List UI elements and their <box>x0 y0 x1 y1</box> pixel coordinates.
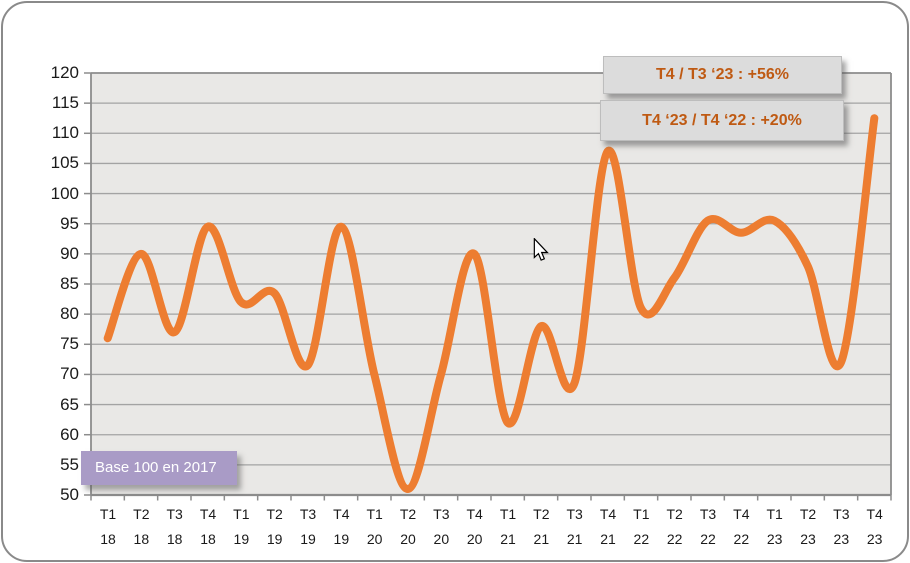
y-axis-tick-label: 55 <box>60 454 79 474</box>
year-label: 20 <box>400 531 416 547</box>
quarter-label: T4 <box>733 506 750 522</box>
x-axis-tick-label: T2 22 <box>658 505 692 549</box>
year-label: 18 <box>166 531 183 547</box>
year-label: 22 <box>633 531 650 547</box>
x-axis-tick-label: T3 18 <box>158 505 192 549</box>
y-axis-tick-label: 95 <box>60 213 79 233</box>
x-axis-tick-label: T3 21 <box>558 505 592 549</box>
year-label: 20 <box>366 531 383 547</box>
x-axis-tick-label: T1 18 <box>91 505 125 549</box>
x-axis-tick-label: T4 18 <box>191 505 225 549</box>
year-label: 18 <box>100 531 116 547</box>
quarter-label: T1 <box>633 506 650 522</box>
x-axis-tick-label: T4 20 <box>458 505 492 549</box>
year-label: 21 <box>500 531 516 547</box>
quarter-label: T3 <box>299 506 317 522</box>
year-label: 22 <box>700 531 716 547</box>
y-axis-tick-label: 90 <box>60 243 79 263</box>
x-axis-tick-label: T1 22 <box>624 505 658 549</box>
y-axis-tick-label: 50 <box>60 485 79 504</box>
quarter-label: T4 <box>599 506 617 522</box>
quarter-label: T1 <box>366 506 383 522</box>
year-label: 23 <box>833 531 850 547</box>
x-axis-tick-label: T2 20 <box>391 505 425 549</box>
base-index-text: Base 100 en 2017 <box>95 459 217 476</box>
plot-area <box>84 72 892 501</box>
year-label: 20 <box>433 531 450 547</box>
annotation-text: T4 ‘23 / T4 ‘22 : +20% <box>642 111 802 129</box>
quarter-label: T3 <box>166 506 183 522</box>
y-axis-tick-label: 100 <box>50 183 79 203</box>
quarter-label: T3 <box>833 506 850 522</box>
quarter-label: T3 <box>433 506 450 522</box>
quarter-label: T4 <box>466 506 483 522</box>
quarter-label: T1 <box>766 506 783 522</box>
x-axis-tick-label: T2 18 <box>124 505 158 549</box>
quarter-label: T3 <box>699 506 717 522</box>
quarter-label: T1 <box>99 506 117 522</box>
year-label: 20 <box>466 531 483 547</box>
year-label: 18 <box>200 531 216 547</box>
annotation-text: T4 / T3 ‘23 : +56% <box>656 66 789 83</box>
year-label: 19 <box>300 531 316 547</box>
y-axis-tick-label: 115 <box>51 93 79 113</box>
y-axis-tick-label: 60 <box>60 424 79 444</box>
quarter-label: T2 <box>533 506 550 522</box>
x-axis-tick-label: T4 23 <box>858 505 892 549</box>
year-label: 21 <box>533 531 550 547</box>
y-axis-tick-label: 75 <box>60 334 79 354</box>
y-axis-tick-label: 65 <box>60 394 79 414</box>
x-axis-tick-label: T2 19 <box>258 505 292 549</box>
quarter-label: T4 <box>333 506 350 522</box>
quarter-label: T2 <box>266 506 283 522</box>
growth-annotation-quarter-over-quarter: T4 / T3 ‘23 : +56% <box>603 56 842 94</box>
quarter-label: T1 <box>499 506 517 522</box>
quarter-label: T3 <box>566 506 583 522</box>
x-axis-tick-label: T1 23 <box>758 505 792 549</box>
x-axis-tick-label: T2 23 <box>791 505 825 549</box>
quarter-label: T2 <box>133 506 150 522</box>
year-label: 21 <box>600 531 616 547</box>
quarter-label: T2 <box>666 506 683 522</box>
x-axis-tick-label: T3 19 <box>291 505 325 549</box>
year-label: 19 <box>233 531 250 547</box>
y-axis-tick-label: 110 <box>51 123 79 143</box>
y-axis-tick-label: 120 <box>50 63 79 82</box>
y-axis-tick-label: 85 <box>60 274 79 293</box>
year-label: 19 <box>266 531 283 547</box>
base-index-label: Base 100 en 2017 <box>81 451 237 485</box>
year-label: 19 <box>333 531 350 547</box>
x-axis-tick-label: T3 22 <box>691 505 725 549</box>
x-axis-tick-label: T1 21 <box>491 505 525 549</box>
x-axis-tick-label: T4 22 <box>724 505 758 549</box>
growth-annotation-year-over-year: T4 ‘23 / T4 ‘22 : +20% <box>600 100 844 141</box>
year-label: 23 <box>766 531 783 547</box>
x-axis-tick-label: T3 23 <box>824 505 858 549</box>
y-axis-tick-label: 80 <box>60 304 79 324</box>
year-label: 23 <box>866 531 883 547</box>
year-label: 22 <box>666 531 683 547</box>
x-axis-tick-label: T4 19 <box>324 505 358 549</box>
year-label: 18 <box>133 531 150 547</box>
year-label: 22 <box>733 531 750 547</box>
x-axis-tick-label: T1 19 <box>224 505 258 549</box>
x-axis-tick-label: T4 21 <box>591 505 625 549</box>
x-axis-tick-label: T3 20 <box>424 505 458 549</box>
quarter-label: T2 <box>399 506 417 522</box>
index-line-series <box>103 114 879 493</box>
y-axis-tick-label: 70 <box>60 364 79 384</box>
quarter-label: T4 <box>866 506 883 522</box>
quarter-label: T4 <box>199 506 217 522</box>
x-axis-tick-label: T1 20 <box>358 505 392 549</box>
y-axis-tick-label: 105 <box>50 153 79 173</box>
quarter-label: T2 <box>799 506 817 522</box>
year-label: 23 <box>800 531 816 547</box>
quarter-label: T1 <box>233 506 250 522</box>
year-label: 21 <box>566 531 583 547</box>
x-axis-tick-label: T2 21 <box>524 505 558 549</box>
